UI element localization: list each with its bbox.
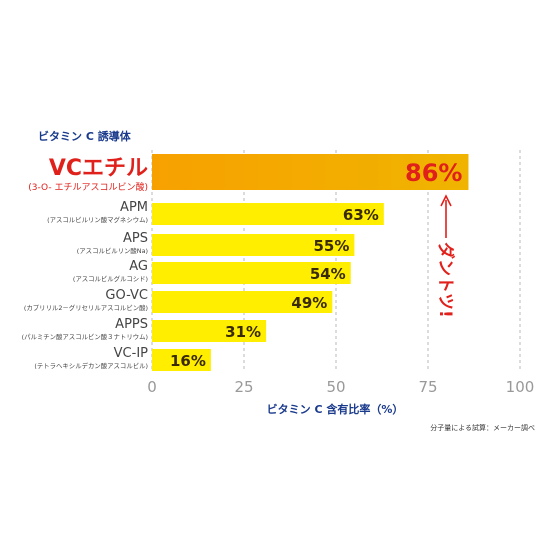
category-name: APPS (115, 317, 148, 332)
bar (152, 291, 333, 313)
x-tick-label: 100 (506, 378, 535, 396)
x-axis-label: ビタミン C 含有比率（%） (267, 402, 404, 416)
category-labels: VCエチル(3-O- エチルアスコルビン酸) APM(アスコルビルリン酸マグネシウ… (22, 156, 149, 370)
footnote: 分子量による試算：メーカー調べ (430, 423, 535, 432)
category-name: VC-IP (114, 346, 148, 361)
category-name: APM (120, 200, 148, 215)
bar (152, 349, 211, 371)
category-subtitle: (アスコルビルリン酸Na) (77, 246, 148, 255)
bar-value-label: 63% (343, 206, 379, 224)
category-subtitle: (アスコルビルグルコシド) (73, 274, 148, 283)
annotation-group: ダントツ! (435, 194, 456, 318)
bar (152, 203, 384, 225)
bars: 86% 63% 55% 54% 49% 31% 16% (152, 154, 469, 371)
bar-value-label: 54% (310, 265, 346, 283)
bar-value-label: 55% (313, 237, 349, 255)
bar-vc-ethyl (152, 154, 469, 190)
x-axis: 0 25 50 75 100 (147, 378, 534, 396)
bar (152, 320, 267, 342)
x-tick-label: 0 (147, 378, 157, 396)
bar-value-label: 31% (225, 323, 261, 341)
bar (152, 262, 351, 284)
bar (152, 234, 355, 256)
category-name: AG (129, 259, 148, 274)
category-name: VCエチル (49, 156, 148, 181)
bar-value-label: 49% (291, 294, 327, 312)
category-subtitle: (パルミチン酸アスコルビン酸３ナトリウム) (22, 332, 148, 341)
category-subtitle: (テトラヘキシルデカン酸アスコルビル) (34, 361, 148, 370)
bar-value-label: 16% (170, 352, 206, 370)
chart-title: ビタミン C 誘導体 (38, 129, 132, 143)
category-subtitle: (カプリリル2－グリセリルアスコルビン酸) (24, 303, 148, 312)
annotation-text: ダントツ! (435, 242, 456, 318)
x-tick-label: 25 (234, 378, 253, 396)
category-subtitle: (3-O- エチルアスコルビン酸) (28, 182, 148, 193)
category-name: APS (123, 231, 148, 246)
category-subtitle: (アスコルビルリン酸マグネシウム) (47, 215, 148, 224)
x-tick-label: 75 (418, 378, 437, 396)
arrow-up-icon (440, 194, 452, 238)
bar-value-label: 86% (405, 159, 462, 187)
category-name: GO-VC (105, 288, 148, 303)
x-tick-label: 50 (326, 378, 345, 396)
